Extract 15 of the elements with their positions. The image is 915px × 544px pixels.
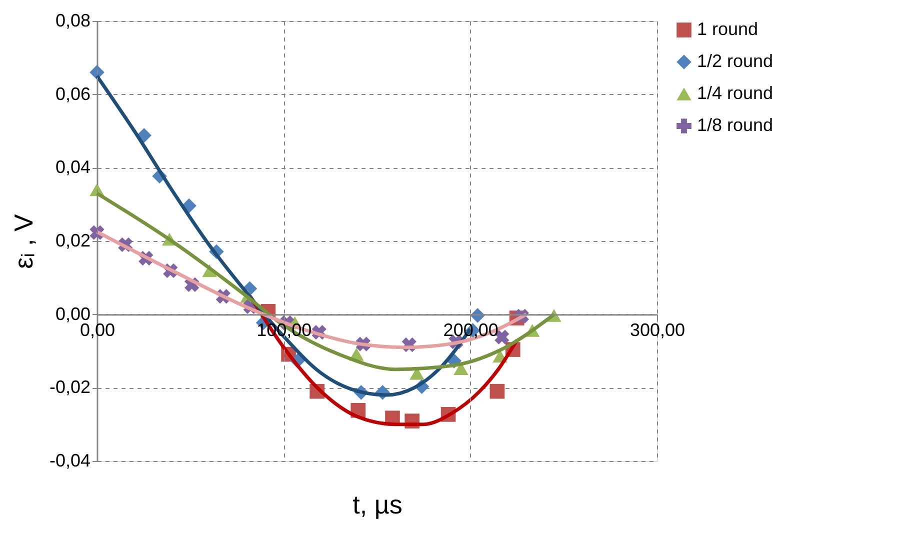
y-tick-label: 0,08 <box>55 10 90 30</box>
legend-label: 1/8 round <box>697 115 774 135</box>
y-tick-label: 0,04 <box>55 157 90 178</box>
y-tick-label: 0,06 <box>55 84 90 104</box>
y-axis-title: εᵢ , V <box>8 214 38 269</box>
y-tick-label: -0,02 <box>49 377 90 398</box>
x-tick-label: 300,00 <box>630 320 686 340</box>
legend-label: 1/4 round <box>697 83 774 103</box>
legend-label: 1 round <box>697 19 758 39</box>
y-tick-label: 0,02 <box>55 230 90 250</box>
y-tick-label: -0,04 <box>49 450 90 470</box>
legend-label: 1/2 round <box>697 51 774 71</box>
point <box>490 384 505 399</box>
x-axis-title: t, µs <box>352 490 402 520</box>
point <box>90 64 104 80</box>
